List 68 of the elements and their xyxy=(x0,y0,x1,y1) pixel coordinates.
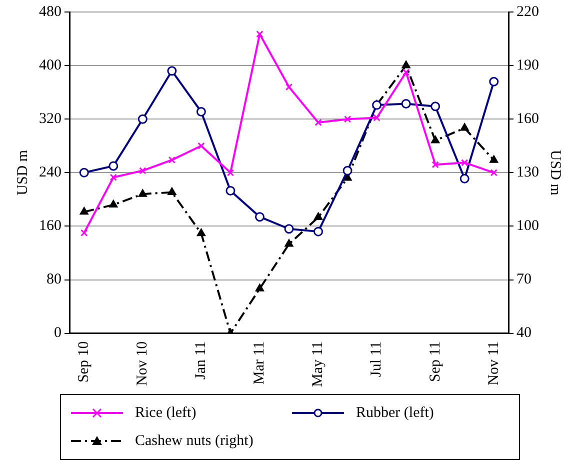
y-tick-label: 400 xyxy=(39,57,62,74)
y2-tick-label: 70 xyxy=(516,272,532,288)
point xyxy=(314,118,322,126)
point xyxy=(432,161,439,168)
x-tick-label: Nov 10 xyxy=(134,341,151,386)
point xyxy=(342,166,352,176)
legend-label: Rubber (left) xyxy=(356,404,434,422)
y-tick-label: 0 xyxy=(54,325,62,342)
x-tick-label: May 11 xyxy=(310,341,326,388)
point xyxy=(490,155,498,163)
point xyxy=(284,224,294,234)
point xyxy=(198,142,205,150)
point xyxy=(168,188,176,196)
point xyxy=(139,167,146,174)
x-tick-label: Nov 11 xyxy=(486,341,502,386)
point xyxy=(226,186,236,196)
y-tick-label: 480 xyxy=(39,4,62,20)
point xyxy=(196,228,206,236)
y-tick-label: 80 xyxy=(46,272,62,288)
point xyxy=(285,83,293,91)
point xyxy=(431,136,440,144)
y2-tick-label: 40 xyxy=(516,325,532,342)
point xyxy=(109,200,118,208)
point xyxy=(314,226,324,236)
point xyxy=(460,174,470,184)
x-tick-label: Sep 11 xyxy=(427,341,444,382)
point xyxy=(138,114,148,124)
point xyxy=(226,169,234,176)
y-tick-label: 320 xyxy=(39,111,62,128)
point xyxy=(256,30,264,38)
point xyxy=(138,189,147,197)
point xyxy=(373,114,380,122)
point xyxy=(460,123,469,131)
point xyxy=(168,156,176,164)
point xyxy=(284,239,294,247)
point xyxy=(490,169,498,176)
x-tick-label: Jan 11 xyxy=(193,341,210,380)
point xyxy=(489,76,499,86)
legend-label: Rice (left) xyxy=(135,404,196,422)
point xyxy=(80,229,88,236)
point xyxy=(401,98,411,108)
x-tick-label: Mar 11 xyxy=(252,341,268,384)
y2-tick-label: 100 xyxy=(516,218,539,234)
y-axis-title: USD m xyxy=(14,150,31,196)
point xyxy=(79,168,89,178)
point xyxy=(80,207,88,215)
point xyxy=(461,159,468,166)
point xyxy=(108,161,118,171)
legend-label: Cashew nuts (right) xyxy=(135,432,254,450)
point xyxy=(430,102,440,112)
y2-tick-label: 130 xyxy=(516,164,539,181)
point xyxy=(402,60,410,68)
point xyxy=(344,116,352,123)
y-tick-label: 240 xyxy=(39,164,62,181)
y2-tick-label: 160 xyxy=(516,111,539,128)
point xyxy=(402,68,410,76)
y2-axis-title: USD m xyxy=(547,150,564,196)
point xyxy=(167,66,177,76)
x-tick-label: Jul 11 xyxy=(368,341,385,378)
y2-tick-label: 220 xyxy=(516,4,539,20)
x-tick-label: Sep 10 xyxy=(76,341,92,383)
point xyxy=(254,212,264,222)
point xyxy=(314,212,322,220)
point xyxy=(110,174,117,181)
point xyxy=(196,106,206,116)
y2-tick-label: 190 xyxy=(516,57,539,74)
point xyxy=(256,284,264,292)
y-tick-label: 160 xyxy=(39,218,62,234)
